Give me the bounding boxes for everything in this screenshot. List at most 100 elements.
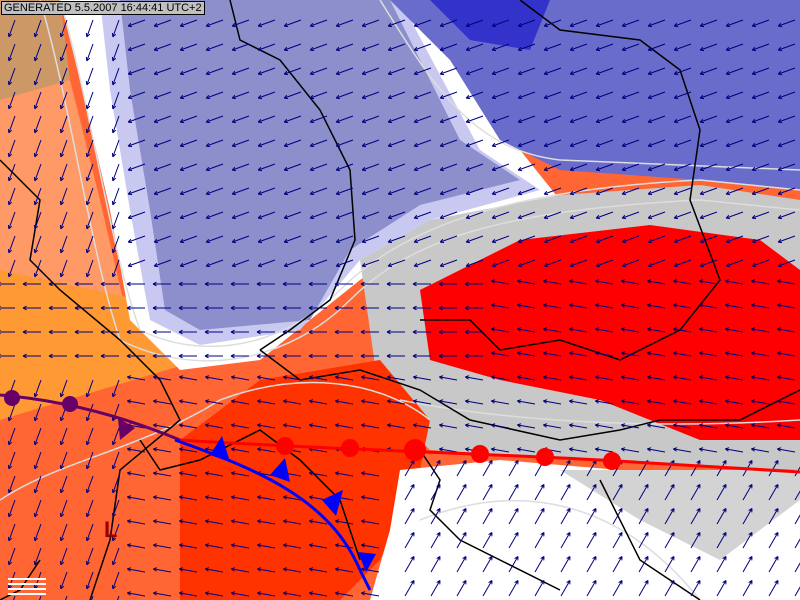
wind-arrow — [569, 259, 588, 268]
wind-arrow — [111, 187, 120, 206]
wind-arrow — [204, 471, 224, 477]
wind-arrow — [595, 163, 614, 172]
wind-arrow — [699, 259, 718, 268]
wind-arrow — [412, 399, 432, 405]
wind-arrow — [126, 543, 146, 549]
wind-arrow — [33, 91, 42, 110]
wind-arrow — [335, 115, 354, 124]
wind-arrow — [59, 571, 68, 590]
wind-arrow — [152, 281, 171, 287]
wind-arrow — [412, 305, 431, 311]
wind-arrow — [750, 399, 770, 405]
wind-arrow — [612, 531, 623, 549]
wind-arrow — [230, 281, 249, 287]
wind-arrow — [517, 235, 536, 244]
wind-arrow — [490, 327, 510, 333]
wind-arrow — [430, 579, 441, 597]
wind-arrow — [534, 555, 545, 573]
wind-arrow — [595, 19, 614, 28]
wind-arrow — [413, 163, 432, 172]
wind-arrow — [517, 187, 536, 196]
wind-arrow — [698, 351, 718, 357]
wind-arrow — [230, 305, 249, 311]
wind-arrow — [152, 447, 172, 453]
wind-arrow — [334, 305, 353, 311]
wind-arrow — [412, 329, 431, 335]
wind-arrow — [361, 67, 380, 76]
wind-arrow — [534, 579, 545, 597]
wind-arrow — [673, 259, 692, 268]
wind-arrow — [178, 447, 198, 453]
wind-arrow — [231, 19, 250, 28]
wind-arrow — [439, 115, 458, 124]
wind-arrow — [776, 351, 796, 357]
wind-arrow — [508, 579, 519, 597]
wind-arrow — [33, 115, 42, 134]
wind-arrow — [491, 259, 510, 268]
wind-arrow — [777, 139, 796, 148]
wind-arrow — [152, 353, 171, 359]
wind-arrow — [85, 67, 94, 86]
wind-arrow — [542, 279, 562, 285]
wind-arrow — [22, 305, 41, 311]
wind-arrow — [387, 139, 406, 148]
wind-arrow — [439, 163, 458, 172]
wind-arrow — [335, 235, 354, 244]
wind-arrow — [59, 235, 68, 254]
wind-arrow — [568, 327, 588, 333]
wind-arrow — [33, 475, 42, 494]
wind-arrow — [465, 163, 484, 172]
wind-arrow — [595, 43, 614, 52]
wind-arrow — [664, 531, 675, 549]
legend-grid-icon[interactable] — [8, 576, 46, 598]
wind-arrow — [7, 211, 16, 230]
wind-arrow — [742, 555, 753, 573]
wind-arrow — [386, 423, 406, 429]
wind-arrow — [204, 423, 224, 429]
wind-arrows — [0, 19, 800, 600]
wind-arrow — [74, 305, 93, 311]
wind-arrow — [612, 507, 623, 525]
wind-arrow — [647, 163, 666, 172]
wind-arrow — [308, 543, 328, 549]
wind-arrow — [334, 567, 354, 573]
wind-arrow — [230, 543, 250, 549]
wind-arrow — [698, 423, 718, 429]
wind-arrow — [620, 447, 640, 453]
wind-arrow — [33, 427, 42, 446]
wind-arrow — [751, 91, 770, 100]
wind-arrow — [777, 211, 796, 220]
wind-arrow — [724, 303, 744, 309]
wind-arrow — [230, 375, 250, 381]
wind-arrow — [205, 139, 224, 148]
wind-arrow — [0, 329, 15, 335]
wind-arrow — [361, 235, 380, 244]
wind-arrow — [126, 447, 146, 453]
wind-arrow — [205, 235, 224, 244]
wind-arrow — [360, 543, 380, 549]
wind-arrow — [439, 211, 458, 220]
wind-arrow — [621, 259, 640, 268]
wind-arrow — [309, 139, 328, 148]
wind-arrow — [768, 555, 779, 573]
wind-arrow — [516, 423, 536, 429]
wind-arrow — [334, 353, 353, 359]
wind-arrow — [256, 329, 275, 335]
wind-arrow — [230, 519, 250, 525]
wind-arrow — [777, 91, 796, 100]
wind-arrow — [387, 43, 406, 52]
wind-arrow — [231, 43, 250, 52]
wind-arrow — [91, 595, 94, 600]
wind-arrow — [308, 567, 328, 573]
wind-arrow — [560, 483, 571, 501]
wind-arrow — [230, 495, 250, 501]
wind-arrow — [127, 235, 146, 244]
wind-arrow — [256, 591, 276, 597]
wind-arrow — [309, 67, 328, 76]
wind-arrow — [153, 163, 172, 172]
wind-arrow — [482, 483, 493, 501]
wind-arrow — [283, 259, 302, 268]
wind-arrow — [673, 115, 692, 124]
wind-arrow — [308, 375, 328, 381]
wind-arrow — [59, 211, 68, 230]
